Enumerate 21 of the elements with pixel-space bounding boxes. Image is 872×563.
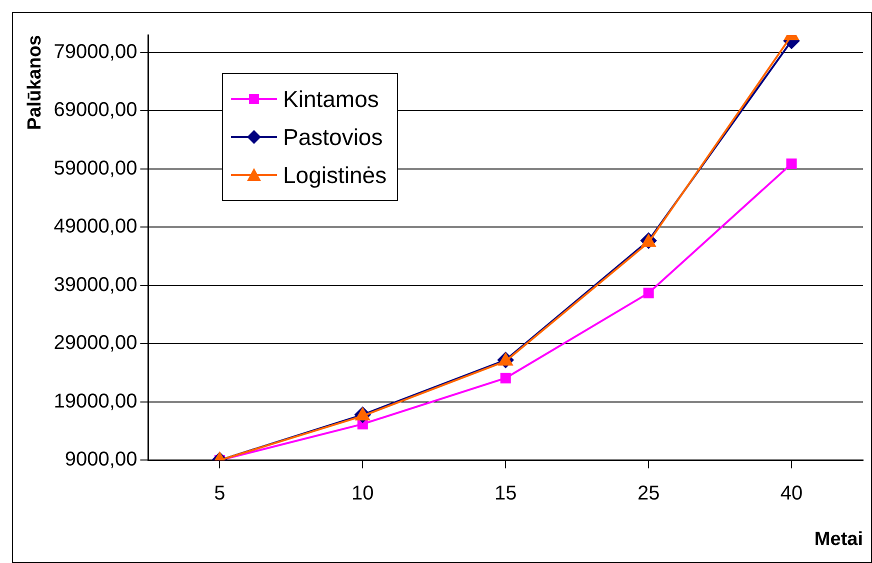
point [786,158,797,169]
legend-label: Pastovios [283,124,383,150]
x-tick-label: 40 [780,482,803,505]
x-tick-label: 25 [637,482,660,505]
y-tick-label: 59000,00 [54,157,138,180]
x-tick-label: 15 [494,482,517,505]
x-axis-title: Metai [814,528,863,550]
y-axis-title: Palūkanos [24,35,46,130]
y-tick-label: 9000,00 [64,448,138,471]
y-tick-label: 79000,00 [54,40,138,63]
y-tick-label: 29000,00 [54,332,138,354]
y-tick-label: 49000,00 [54,216,138,238]
y-tick-label: 39000,00 [54,274,138,296]
y-tick-label: 69000,00 [54,99,138,122]
x-tick-label: 5 [214,482,226,505]
point [643,288,654,298]
legend-label: Logistinės [283,162,387,188]
x-tick-label: 10 [352,482,374,505]
legend-label: Kintamos [283,86,379,112]
point [500,372,511,384]
y-tick-label: 19000,00 [54,390,138,412]
